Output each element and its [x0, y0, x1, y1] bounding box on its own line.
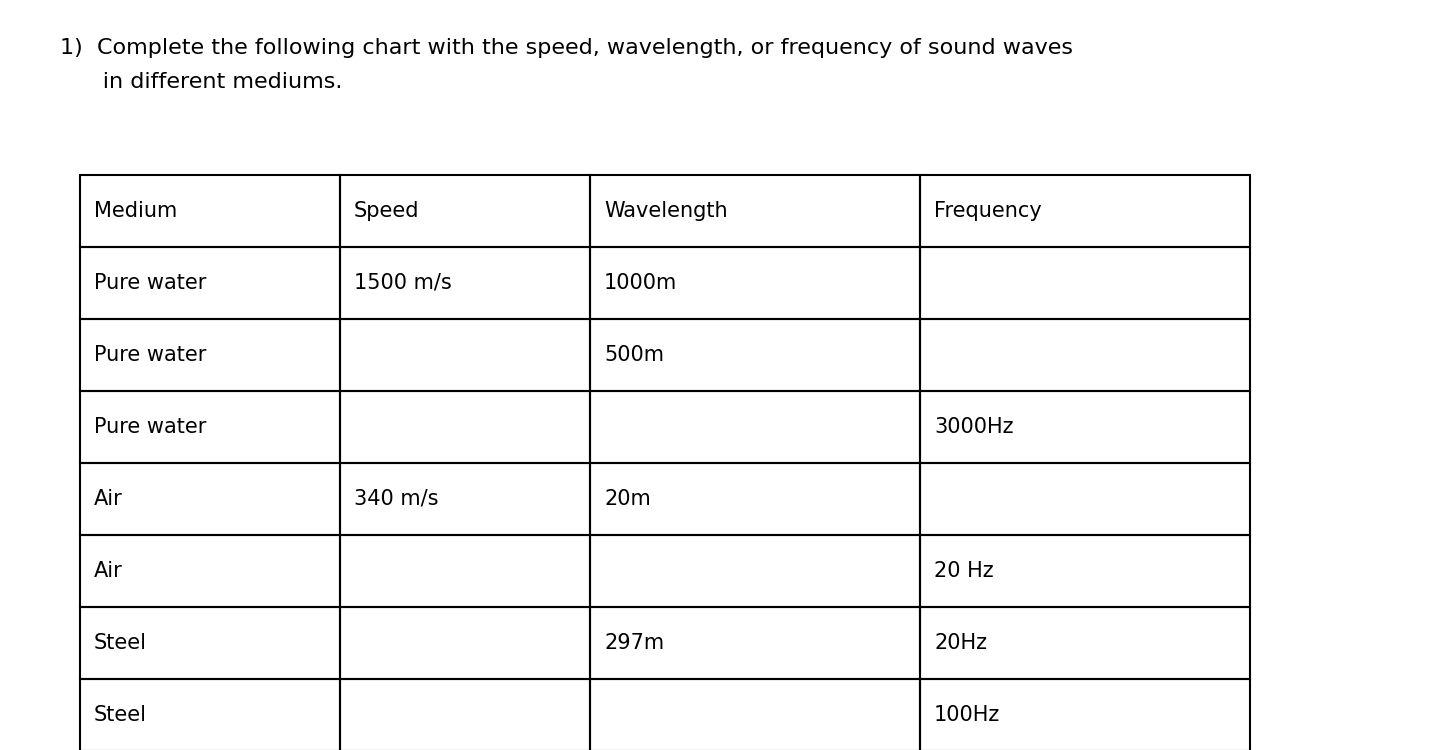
Text: Air: Air [94, 561, 123, 581]
Text: Steel: Steel [94, 705, 148, 725]
Text: 1500 m/s: 1500 m/s [353, 273, 452, 293]
Bar [80, 247, 340, 319]
Bar [919, 391, 1250, 463]
Text: in different mediums.: in different mediums. [59, 72, 342, 92]
Bar [80, 391, 340, 463]
Bar [80, 535, 340, 607]
Text: Wavelength: Wavelength [604, 201, 728, 221]
Text: Pure water: Pure water [94, 273, 207, 293]
Bar [80, 463, 340, 535]
Bar [589, 247, 919, 319]
Text: 20 Hz: 20 Hz [934, 561, 993, 581]
Text: 340 m/s: 340 m/s [353, 489, 439, 509]
Bar [919, 535, 1250, 607]
Bar [80, 175, 340, 247]
Bar [919, 463, 1250, 535]
Bar [589, 391, 919, 463]
Bar [589, 319, 919, 391]
Bar [589, 175, 919, 247]
Bar [340, 391, 589, 463]
Bar [589, 463, 919, 535]
Bar [919, 679, 1250, 750]
Text: 1000m: 1000m [604, 273, 678, 293]
Text: 1)  Complete the following chart with the speed, wavelength, or frequency of sou: 1) Complete the following chart with the… [59, 38, 1073, 58]
Bar [919, 319, 1250, 391]
Text: 100Hz: 100Hz [934, 705, 1001, 725]
Bar [80, 607, 340, 679]
Text: 500m: 500m [604, 345, 665, 365]
Bar [340, 679, 589, 750]
Text: Medium: Medium [94, 201, 177, 221]
Text: Pure water: Pure water [94, 345, 207, 365]
Bar [340, 463, 589, 535]
Text: Pure water: Pure water [94, 417, 207, 437]
Bar [589, 607, 919, 679]
Bar [919, 247, 1250, 319]
Text: Air: Air [94, 489, 123, 509]
Bar [919, 175, 1250, 247]
Text: 3000Hz: 3000Hz [934, 417, 1014, 437]
Bar [589, 535, 919, 607]
Text: Frequency: Frequency [934, 201, 1041, 221]
Text: 297m: 297m [604, 633, 665, 653]
Bar [589, 679, 919, 750]
Bar [340, 607, 589, 679]
Bar [340, 175, 589, 247]
Bar [340, 247, 589, 319]
Text: 20m: 20m [604, 489, 650, 509]
Text: Steel: Steel [94, 633, 148, 653]
Bar [80, 679, 340, 750]
Text: Speed: Speed [353, 201, 420, 221]
Bar [340, 535, 589, 607]
Bar [919, 607, 1250, 679]
Bar [80, 319, 340, 391]
Text: 20Hz: 20Hz [934, 633, 988, 653]
Bar [340, 319, 589, 391]
